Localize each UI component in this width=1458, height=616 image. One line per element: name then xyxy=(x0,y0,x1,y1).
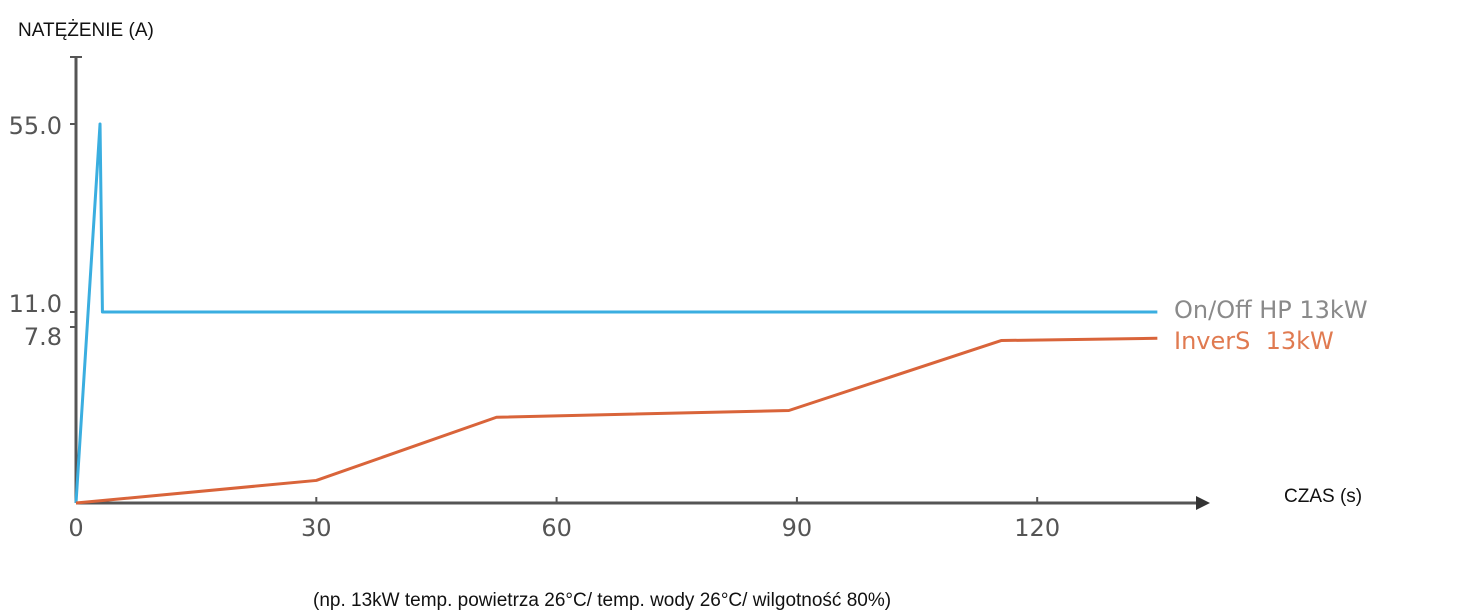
legend-invers: InverS 13kW xyxy=(1174,327,1334,355)
x-tick-label: 90 xyxy=(782,514,813,542)
x-tick-label: 60 xyxy=(541,514,572,542)
y-tick-label: 7.8 xyxy=(24,323,62,351)
x-tick-label: 120 xyxy=(1014,514,1060,542)
legend-onoff: On/Off HP 13kW xyxy=(1174,296,1368,324)
y-tick-label: 55.0 xyxy=(9,112,62,140)
x-tick-label: 30 xyxy=(301,514,332,542)
x-axis-label: CZAS (s) xyxy=(1284,486,1362,507)
y-axis-label: NATĘŻENIE (A) xyxy=(18,20,154,41)
y-tick-label: 11.0 xyxy=(9,290,62,318)
conditions-note: (np. 13kW temp. powietrza 26°C/ temp. wo… xyxy=(313,590,891,611)
x-axis-arrow xyxy=(1196,496,1210,510)
series-line-invers xyxy=(75,336,1158,505)
series-line-onoff xyxy=(74,122,1158,504)
x-tick-label: 0 xyxy=(68,514,83,542)
